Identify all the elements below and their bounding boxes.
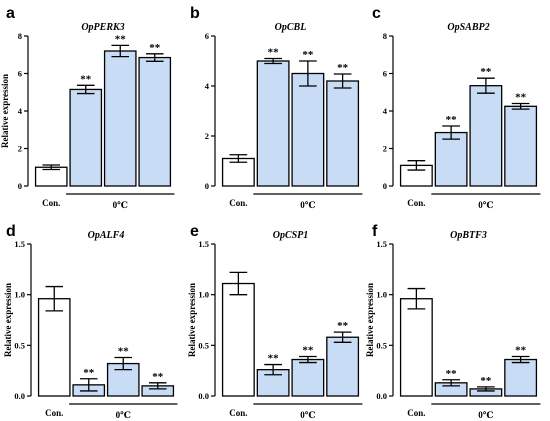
panel-letter: e [190, 223, 199, 240]
category-label: Con. [42, 198, 60, 208]
group-label: 0℃ [478, 410, 494, 420]
panel-letter: c [372, 5, 381, 22]
bar-treatment-2 [291, 72, 325, 187]
significance-label: ** [446, 114, 458, 126]
significance-label: ** [83, 367, 95, 379]
chart-panel-c: c OpSABP2 0 2 4 6 8 ** ** ** Con. 0℃ [372, 5, 541, 210]
y-axis-label: Relative expression [365, 283, 375, 357]
bar-treatment-2 [106, 362, 140, 397]
chart-panel-d: d OpALF4 Relative expression 0.0 0.5 1.0 1.5 **… [3, 223, 178, 420]
y-tick-label: 0 [383, 181, 387, 191]
significance-label: ** [515, 344, 527, 356]
y-tick-label: 0.5 [198, 340, 209, 350]
y-axis-label: Relative expression [0, 74, 10, 148]
bar-treatment-3 [504, 358, 538, 397]
significance-label: ** [480, 375, 492, 387]
panel-title: OpPERK3 [81, 22, 124, 33]
y-axis-label: Relative expression [187, 283, 197, 357]
bar-control [399, 298, 433, 397]
y-tick-label: 1.5 [376, 239, 387, 249]
significance-label: ** [268, 353, 280, 365]
y-tick-label: 2 [383, 144, 387, 154]
y-tick-label: 1.0 [376, 290, 387, 300]
panel-letter: b [190, 5, 200, 22]
y-tick-label: 1.0 [14, 290, 25, 300]
y-tick-label: 8 [18, 31, 22, 41]
bar-treatment-1 [434, 131, 468, 187]
significance-label: ** [446, 368, 458, 380]
significance-label: ** [302, 49, 314, 61]
y-tick-label: 6 [18, 69, 22, 79]
panel-title: OpCBL [275, 22, 307, 33]
panel-title: OpSABP2 [447, 22, 489, 33]
category-label: Con. [407, 198, 425, 208]
y-tick-label: 1.5 [14, 239, 25, 249]
significance-label: ** [515, 92, 527, 104]
bar-treatment-3 [326, 80, 360, 187]
y-tick-label: 2 [18, 144, 22, 154]
y-tick-label: 0.0 [376, 391, 387, 401]
group-label: 0℃ [300, 410, 316, 420]
significance-label: ** [118, 345, 130, 357]
y-tick-label: 4 [205, 81, 210, 91]
y-tick-label: 4 [18, 106, 23, 116]
y-tick-label: 0.5 [14, 340, 25, 350]
bar-treatment-2 [103, 50, 137, 187]
bar-treatment-1 [256, 60, 290, 187]
group-label: 0℃ [300, 200, 316, 210]
panel-title: OpBTF3 [450, 230, 487, 241]
group-label: 0℃ [113, 200, 129, 210]
bar-treatment-1 [69, 88, 103, 187]
y-tick-label: 2 [205, 131, 209, 141]
significance-label: ** [337, 62, 349, 74]
category-label: Con. [407, 408, 425, 418]
bar-treatment-3 [138, 56, 172, 187]
chart-panel-e: e OpCSP1 Relative expression 0.0 0.5 1.0 1.5 **… [187, 223, 363, 420]
group-label: 0℃ [478, 200, 494, 210]
group-label: 0℃ [116, 410, 132, 420]
y-tick-label: 1.5 [198, 239, 209, 249]
y-tick-label: 0 [205, 181, 209, 191]
panel-letter: a [6, 5, 15, 22]
panel-letter: f [372, 223, 378, 240]
significance-label: ** [115, 33, 127, 45]
chart-panel-f: f OpBTF3 Relative expression 0.0 0.5 1.0 1.5 **… [365, 223, 541, 420]
chart-panel-a: a OpPERK3 Relative expression 0 2 4 6 8 ** ** ** Co… [0, 5, 175, 210]
category-label: Con. [229, 408, 247, 418]
significance-label: ** [268, 47, 280, 59]
y-tick-label: 0 [18, 181, 22, 191]
significance-label: ** [149, 42, 161, 54]
y-tick-label: 6 [383, 69, 387, 79]
significance-label: ** [152, 371, 164, 383]
y-tick-label: 6 [205, 31, 209, 41]
bar-treatment-3 [504, 105, 538, 187]
y-axis-label: Relative expression [3, 283, 13, 357]
bar-treatment-3 [326, 336, 360, 397]
y-tick-label: 0.5 [376, 340, 387, 350]
y-tick-label: 1.0 [198, 290, 209, 300]
y-tick-label: 4 [383, 106, 388, 116]
bar-control [37, 298, 71, 397]
significance-label: ** [337, 320, 349, 332]
panel-letter: d [6, 223, 16, 240]
bar-control [221, 157, 255, 187]
bar-treatment-2 [469, 85, 503, 187]
y-tick-label: 8 [383, 31, 387, 41]
significance-label: ** [302, 344, 314, 356]
bar-treatment-2 [291, 358, 325, 397]
bar-control [221, 282, 255, 397]
significance-label: ** [80, 73, 92, 85]
category-label: Con. [229, 198, 247, 208]
y-tick-label: 0.0 [14, 391, 25, 401]
chart-panel-b: b OpCBL 0 2 4 6 ** ** ** Con. 0℃ [190, 5, 363, 210]
category-label: Con. [45, 408, 63, 418]
y-tick-label: 0.0 [198, 391, 209, 401]
panel-title: OpALF4 [88, 230, 125, 241]
panel-title: OpCSP1 [273, 230, 309, 241]
significance-label: ** [480, 66, 492, 78]
